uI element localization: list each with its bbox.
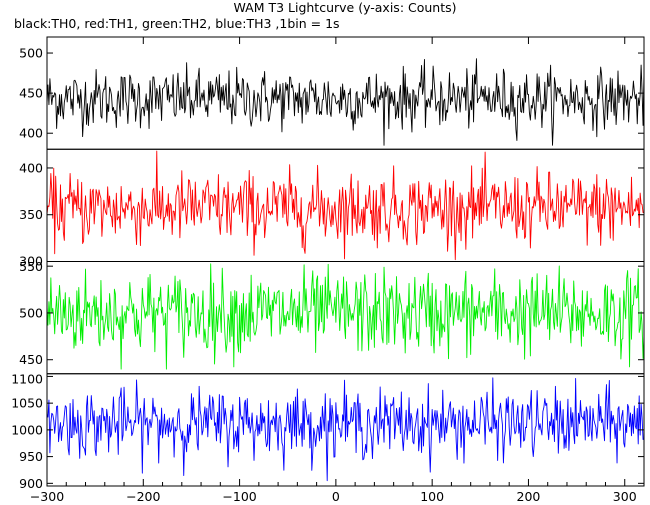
y-tick-label: 450 — [19, 352, 43, 367]
x-tick-label: 200 — [517, 489, 541, 504]
x-tick-label: −200 — [126, 489, 160, 504]
y-tick-label: 350 — [19, 207, 43, 222]
y-tick-label: 450 — [19, 86, 43, 101]
y-tick-label: 900 — [19, 476, 43, 491]
y-tick-label: 950 — [19, 449, 43, 464]
series-line-th1 — [47, 150, 644, 261]
y-tick-label: 300 — [19, 254, 43, 269]
series-line-th0 — [47, 58, 644, 146]
y-tick-label: 500 — [19, 46, 43, 61]
x-tick-label: 100 — [420, 489, 444, 504]
x-tick-label: 0 — [332, 489, 340, 504]
y-tick-label: 1000 — [11, 422, 43, 437]
x-tick-label: 300 — [613, 489, 637, 504]
series-line-th2 — [47, 263, 644, 370]
y-tick-label: 1050 — [11, 396, 43, 411]
panel-th0: 400 450 500 — [19, 36, 645, 150]
x-tick-label: −300 — [30, 489, 64, 504]
panel-th2: 450 500 550 — [19, 259, 645, 375]
y-tick-label: 500 — [19, 305, 43, 320]
chart-subtitle: black:TH0, red:TH1, green:TH2, blue:TH3 … — [14, 16, 340, 31]
y-tick-label: 400 — [19, 126, 43, 141]
y-tick-label: 1100 — [11, 371, 43, 386]
x-axis: −300 −200 −100 0 100 200 300 — [30, 37, 645, 504]
chart-title: WAM T3 Lightcurve (y-axis: Counts) — [233, 0, 456, 15]
panels: 400 450 500 300 350 400 450 500 550 900 950 1000 105… — [11, 36, 645, 491]
y-tick-label: 400 — [19, 160, 43, 175]
x-tick-label: −100 — [222, 489, 256, 504]
panel-th1: 300 350 400 — [19, 148, 645, 269]
panel-th3: 900 950 1000 1050 1100 — [11, 371, 645, 491]
y-tick-label: 550 — [19, 259, 43, 274]
series-line-th3 — [47, 377, 644, 482]
